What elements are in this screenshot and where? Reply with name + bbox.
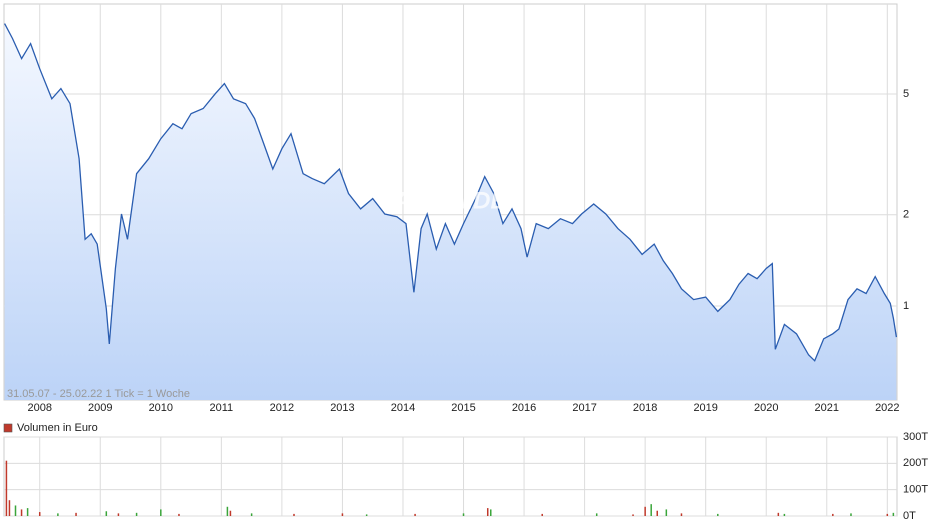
x-tick-label: 2019 — [693, 402, 717, 414]
y-tick-label: 200T — [903, 457, 928, 469]
y-tick-label: 0T — [903, 510, 916, 522]
volume-bar — [75, 512, 77, 516]
volume-bar — [365, 514, 368, 516]
legend-swatch — [3, 423, 13, 433]
volume-frame — [3, 436, 898, 517]
volume-bar — [644, 506, 646, 516]
volume-bar — [226, 506, 229, 516]
x-tick-label: 2013 — [330, 402, 354, 414]
y-tick-label: 2 — [903, 209, 909, 221]
volume-bar — [160, 509, 162, 516]
x-tick-label: 2017 — [572, 402, 596, 414]
x-tick-label: 2008 — [27, 402, 51, 414]
volume-bar — [832, 513, 834, 516]
volume-bar — [135, 512, 138, 516]
footnote: 31.05.07 - 25.02.22 1 Tick = 1 Woche — [7, 388, 190, 400]
volume-bar — [656, 510, 659, 516]
volume-bar — [486, 508, 489, 516]
volume-bar — [57, 513, 59, 516]
volume-bar — [105, 511, 108, 516]
price-line — [4, 23, 898, 362]
volume-bar — [20, 509, 23, 516]
y-tick-label: 100T — [903, 484, 928, 496]
volume-bar — [892, 512, 895, 516]
x-tick-label: 2009 — [88, 402, 112, 414]
volume-bar — [178, 513, 180, 516]
volume-bar — [8, 500, 11, 516]
price-area — [4, 23, 897, 400]
x-tick-label: 2021 — [815, 402, 839, 414]
volume-bar — [665, 509, 668, 516]
volume-bar — [886, 513, 889, 516]
volume-bar — [5, 460, 8, 516]
y-tick-label: 300T — [903, 431, 928, 443]
x-tick-label: 2020 — [754, 402, 778, 414]
watermark: ARIVA.DE — [393, 187, 508, 214]
x-tick-label: 2016 — [512, 402, 536, 414]
x-tick-label: 2022 — [875, 402, 899, 414]
volume-bar — [293, 513, 295, 516]
volume-bar — [341, 513, 344, 516]
volume-bar — [717, 513, 719, 516]
x-tick-label: 2010 — [149, 402, 173, 414]
volume-bar — [26, 508, 29, 516]
x-tick-label: 2015 — [451, 402, 475, 414]
volume-bar — [595, 513, 598, 516]
x-tick-label: 2014 — [391, 402, 415, 414]
volume-bar — [490, 509, 492, 516]
x-tick-label: 2018 — [633, 402, 657, 414]
volume-bar — [850, 513, 852, 516]
volume-bar — [777, 512, 780, 516]
volume-bar — [680, 513, 683, 516]
y-tick-label: 1 — [903, 300, 909, 312]
y-tick-label: 5 — [903, 88, 909, 100]
volume-bar — [462, 513, 465, 516]
legend-label: Volumen in Euro — [17, 422, 98, 434]
volume-bar — [650, 504, 652, 516]
volume-bar — [14, 505, 17, 516]
volume-bar — [250, 513, 253, 516]
volume-bar — [117, 513, 120, 516]
volume-bar — [229, 510, 232, 516]
volume-bar — [783, 513, 786, 516]
volume-bar — [541, 513, 543, 516]
x-tick-label: 2012 — [270, 402, 294, 414]
volume-bar — [38, 512, 41, 516]
volume-bar — [414, 513, 416, 516]
x-tick-label: 2011 — [210, 402, 234, 414]
volume-bar — [632, 514, 634, 516]
